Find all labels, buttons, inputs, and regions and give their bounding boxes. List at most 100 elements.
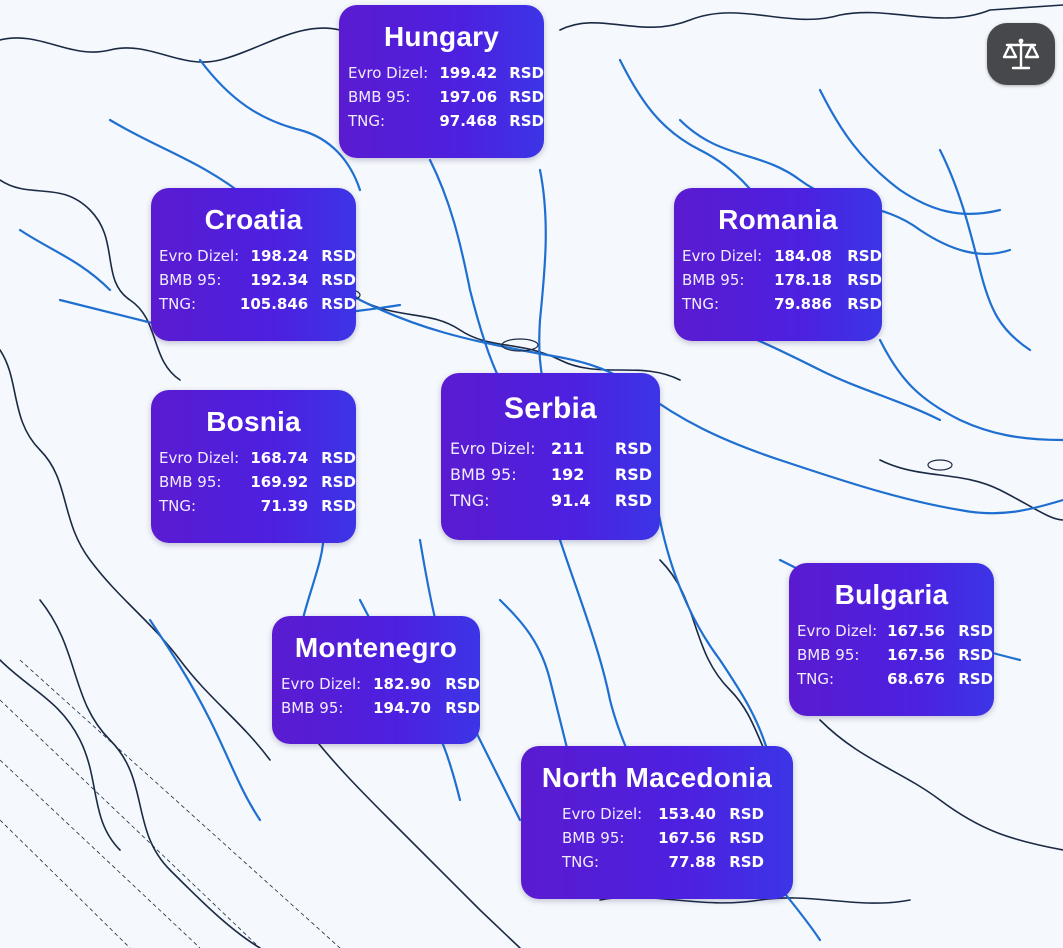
price-value: 77.88 <box>668 853 716 871</box>
price-row-diesel: Evro Dizel: 199.42 RSD <box>348 61 544 85</box>
price-row-diesel: Evro Dizel: 198.24 RSD <box>159 244 356 268</box>
price-value: 91.4 <box>551 491 591 510</box>
currency-label: RSD <box>847 295 882 313</box>
country-card-bulgaria[interactable]: Bulgaria Evro Dizel: 167.56 RSD BMB 95: 167… <box>789 563 994 716</box>
currency-label: RSD <box>321 295 356 313</box>
country-name: Romania <box>718 204 838 235</box>
price-row-lpg: TNG: 105.846 RSD <box>159 292 356 316</box>
fuel-label: TNG: <box>450 491 490 510</box>
fuel-label: TNG: <box>159 295 197 313</box>
country-name: North Macedonia <box>541 762 773 793</box>
price-row-petrol: BMB 95: 197.06 RSD <box>348 85 544 109</box>
currency-label: RSD <box>445 675 480 693</box>
price-list: Evro Dizel: 168.74 RSD BMB 95: 169.92 RSD TN… <box>151 446 356 518</box>
price-list: Evro Dizel: 211 RSD BMB 95: 192 RSD TNG: 91.4… <box>441 436 660 514</box>
currency-label: RSD <box>958 622 993 640</box>
price-list: Evro Dizel: 184.08 RSD BMB 95: 178.18 RSD TN… <box>674 244 882 316</box>
fuel-label: Evro Dizel: <box>281 675 362 693</box>
price-value: 167.56 <box>658 829 716 847</box>
compare-button[interactable] <box>987 23 1055 85</box>
fuel-label: BMB 95: <box>281 699 344 717</box>
price-row-diesel: Evro Dizel: 167.56 RSD <box>797 619 994 643</box>
currency-label: RSD <box>321 247 356 265</box>
country-name: Croatia <box>204 204 303 235</box>
price-value: 192 <box>551 465 585 484</box>
country-name: Bosnia <box>206 406 301 437</box>
price-row-lpg: TNG: 91.4 RSD <box>450 488 660 514</box>
country-card-bosnia[interactable]: Bosnia Evro Dizel: 168.74 RSD BMB 95: 169.9… <box>151 390 356 543</box>
country-name: Hungary <box>384 21 499 52</box>
country-card-north-macedonia[interactable]: North Macedonia Evro Dizel: 153.40 RSD BMB… <box>521 746 793 899</box>
price-row-petrol: BMB 95: 169.92 RSD <box>159 470 356 494</box>
fuel-label: BMB 95: <box>159 271 222 289</box>
currency-label: RSD <box>958 670 993 688</box>
price-value: 71.39 <box>260 497 309 515</box>
fuel-label: BMB 95: <box>682 271 745 289</box>
country-borders <box>0 4 1063 948</box>
price-row-diesel: Evro Dizel: 182.90 RSD <box>281 672 480 696</box>
fuel-label: TNG: <box>797 670 835 688</box>
fuel-label: TNG: <box>682 295 720 313</box>
fuel-label: Evro Dizel: <box>159 449 240 467</box>
price-value: 68.676 <box>887 670 945 688</box>
fuel-label: Evro Dizel: <box>797 622 878 640</box>
country-card-serbia[interactable]: Serbia Evro Dizel: 211 RSD BMB 95: 192 RSD T… <box>441 373 660 540</box>
price-row-petrol: BMB 95: 178.18 RSD <box>682 268 882 292</box>
fuel-label: Evro Dizel: <box>159 247 240 265</box>
currency-label: RSD <box>729 805 764 823</box>
country-name: Bulgaria <box>834 579 949 610</box>
currency-label: RSD <box>729 829 764 847</box>
currency-label: RSD <box>321 473 356 491</box>
price-value: 168.74 <box>250 449 309 467</box>
price-list: Evro Dizel: 198.24 RSD BMB 95: 192.34 RSD TN… <box>151 244 356 316</box>
price-list: Evro Dizel: 199.42 RSD BMB 95: 197.06 RSD TN… <box>339 61 544 133</box>
price-row-petrol: BMB 95: 192 RSD <box>450 462 660 488</box>
price-row-diesel: Evro Dizel: 211 RSD <box>450 436 660 462</box>
country-card-hungary[interactable]: Hungary Evro Dizel: 199.42 RSD BMB 95: 197.… <box>339 5 544 158</box>
price-row-diesel: Evro Dizel: 153.40 RSD <box>562 802 793 826</box>
currency-label: RSD <box>509 88 544 106</box>
currency-label: RSD <box>509 112 544 130</box>
country-name: Serbia <box>504 392 597 425</box>
price-value: 182.90 <box>373 675 431 693</box>
fuel-label: BMB 95: <box>348 88 411 106</box>
price-value: 194.70 <box>373 699 431 717</box>
fuel-label: TNG: <box>348 112 386 130</box>
price-row-lpg: TNG: 97.468 RSD <box>348 109 544 133</box>
price-value: 167.56 <box>887 622 945 640</box>
price-list: Evro Dizel: 182.90 RSD BMB 95: 194.70 RSD <box>272 672 480 720</box>
price-row-petrol: BMB 95: 194.70 RSD <box>281 696 480 720</box>
fuel-label: Evro Dizel: <box>682 247 763 265</box>
price-value: 167.56 <box>887 646 945 664</box>
sea-lines <box>0 659 341 948</box>
price-list: Evro Dizel: 167.56 RSD BMB 95: 167.56 RSD TN… <box>789 619 994 691</box>
price-row-diesel: Evro Dizel: 184.08 RSD <box>682 244 882 268</box>
currency-label: RSD <box>445 699 480 717</box>
price-row-lpg: TNG: 77.88 RSD <box>562 850 793 874</box>
price-value: 199.42 <box>439 64 498 82</box>
price-value: 178.18 <box>774 271 832 289</box>
price-row-petrol: BMB 95: 192.34 RSD <box>159 268 356 292</box>
price-value: 198.24 <box>250 247 309 265</box>
country-card-montenegro[interactable]: Montenegro Evro Dizel: 182.90 RSD BMB 95: 1… <box>272 616 480 744</box>
price-value: 211 <box>551 439 585 458</box>
currency-label: RSD <box>614 465 652 484</box>
fuel-label: Evro Dizel: <box>450 439 536 458</box>
currency-label: RSD <box>321 271 356 289</box>
currency-label: RSD <box>321 449 356 467</box>
price-list: Evro Dizel: 153.40 RSD BMB 95: 167.56 RSD TN… <box>521 802 793 874</box>
price-row-diesel: Evro Dizel: 168.74 RSD <box>159 446 356 470</box>
price-value: 79.886 <box>774 295 832 313</box>
price-value: 192.34 <box>250 271 309 289</box>
price-row-lpg: TNG: 68.676 RSD <box>797 667 994 691</box>
price-value: 169.92 <box>250 473 309 491</box>
price-row-lpg: TNG: 79.886 RSD <box>682 292 882 316</box>
fuel-label: TNG: <box>159 497 197 515</box>
currency-label: RSD <box>509 64 544 82</box>
fuel-label: BMB 95: <box>797 646 860 664</box>
country-card-romania[interactable]: Romania Evro Dizel: 184.08 RSD BMB 95: 178.… <box>674 188 882 341</box>
country-card-croatia[interactable]: Croatia Evro Dizel: 198.24 RSD BMB 95: 192.… <box>151 188 356 341</box>
currency-label: RSD <box>321 497 356 515</box>
price-value: 184.08 <box>774 247 832 265</box>
price-row-petrol: BMB 95: 167.56 RSD <box>562 826 793 850</box>
